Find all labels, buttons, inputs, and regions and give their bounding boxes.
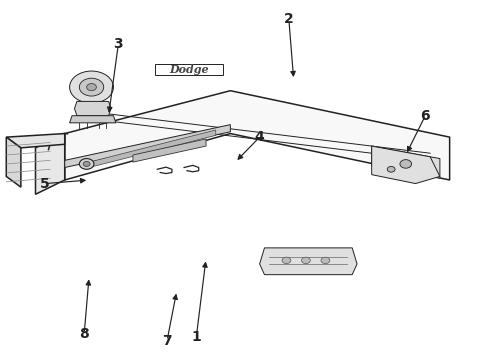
- Polygon shape: [133, 139, 206, 162]
- Polygon shape: [372, 146, 440, 178]
- Polygon shape: [74, 102, 111, 116]
- Polygon shape: [65, 125, 230, 167]
- Text: 2: 2: [284, 12, 294, 26]
- Text: 5: 5: [40, 176, 50, 190]
- Circle shape: [301, 257, 310, 264]
- Polygon shape: [65, 91, 450, 180]
- Text: Dodge: Dodge: [169, 64, 209, 75]
- Text: 3: 3: [114, 37, 123, 51]
- Circle shape: [79, 158, 94, 169]
- Polygon shape: [89, 130, 216, 167]
- Text: 6: 6: [420, 109, 430, 123]
- Circle shape: [83, 161, 90, 166]
- Polygon shape: [6, 137, 21, 187]
- Circle shape: [79, 78, 104, 96]
- Polygon shape: [260, 248, 357, 275]
- Polygon shape: [372, 146, 440, 184]
- Circle shape: [282, 257, 291, 264]
- Polygon shape: [35, 134, 65, 194]
- Bar: [155, 64, 223, 75]
- Polygon shape: [70, 116, 116, 123]
- Circle shape: [87, 84, 97, 91]
- Circle shape: [387, 166, 395, 172]
- Circle shape: [70, 71, 114, 103]
- Text: 7: 7: [162, 334, 172, 348]
- Circle shape: [321, 257, 330, 264]
- Text: 1: 1: [192, 330, 201, 344]
- Polygon shape: [6, 134, 65, 148]
- Text: 8: 8: [79, 327, 89, 341]
- Text: 4: 4: [255, 130, 265, 144]
- Circle shape: [400, 159, 412, 168]
